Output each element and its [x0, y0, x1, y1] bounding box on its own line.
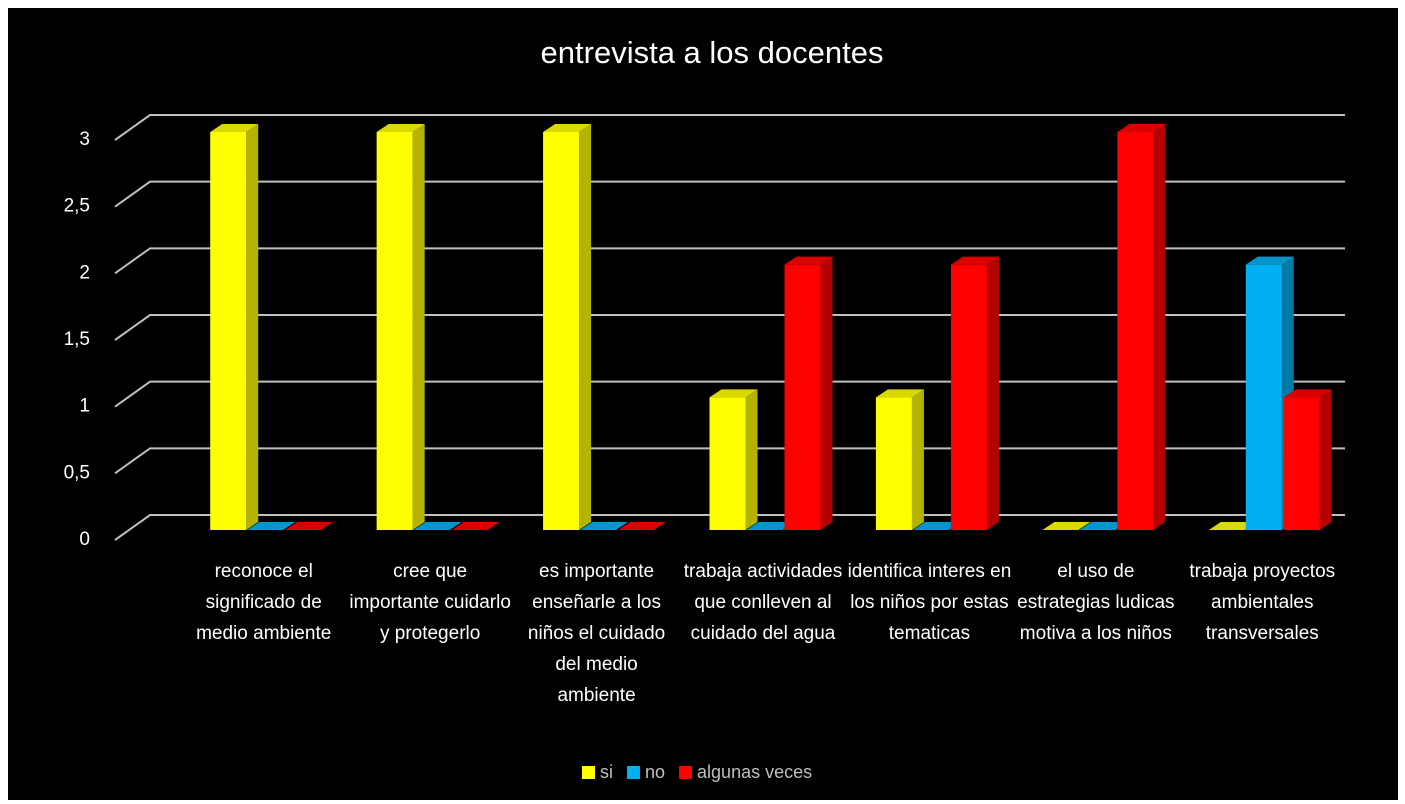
bar-top	[1245, 256, 1294, 265]
grid-line	[114, 447, 1345, 475]
bar-top	[1042, 522, 1091, 530]
bar-top	[618, 522, 667, 530]
grid-line	[114, 247, 1345, 275]
bar-side	[911, 389, 924, 530]
bar	[210, 132, 247, 530]
y-tick-label: 2,5	[64, 196, 90, 217]
bar-top	[1079, 522, 1128, 530]
x-tick-label: identifica interes en los niños por esta…	[847, 561, 1012, 644]
bar	[950, 264, 987, 530]
legend-swatch	[582, 766, 595, 779]
bar-top	[912, 522, 961, 530]
grid-line	[114, 180, 1345, 208]
bar-top	[413, 522, 462, 530]
x-tick-label: trabaja proyectos ambientales transversa…	[1189, 561, 1336, 644]
x-tick-label: el uso de estrategias ludicas motiva a l…	[1017, 561, 1175, 644]
bar	[709, 397, 746, 530]
bar-top	[376, 124, 425, 132]
bar-top	[210, 124, 259, 132]
legend-swatch	[679, 766, 693, 779]
y-tick-label: 0	[79, 529, 90, 550]
legend-label: no	[645, 762, 665, 782]
grid-line	[114, 380, 1345, 408]
bar-top	[451, 522, 500, 530]
bar	[1245, 264, 1282, 530]
grid-line	[114, 514, 1345, 541]
bar-top	[1117, 124, 1166, 132]
bar-top	[1283, 389, 1332, 398]
bar	[376, 132, 413, 530]
bar-side	[1153, 124, 1166, 530]
bar-top	[950, 256, 999, 265]
x-tick-label: es importante enseñarle a los niños el c…	[527, 561, 666, 706]
bar-top	[875, 389, 924, 398]
bar-side	[820, 256, 833, 530]
bar-top	[784, 256, 833, 265]
chart-title: entrevista a los docentes	[541, 35, 884, 70]
bar-top	[543, 124, 592, 132]
y-tick-label: 2	[79, 262, 90, 283]
bar-side	[745, 389, 758, 530]
y-tick-label: 1,5	[64, 329, 90, 350]
x-tick-label: cree que importante cuidarlo y protegerl…	[349, 561, 511, 644]
legend-label: algunas veces	[697, 762, 812, 782]
legend-label: si	[600, 762, 613, 782]
bar	[784, 264, 821, 530]
x-tick-label: reconoce el significado de medio ambient…	[196, 561, 332, 644]
x-tick-label: trabaja actividades que conlleven al cui…	[683, 561, 843, 644]
bar-top	[285, 522, 334, 530]
bar-side	[246, 124, 259, 530]
y-tick-label: 0,5	[64, 462, 90, 483]
bar-side	[579, 124, 592, 530]
bar	[543, 132, 580, 530]
bar-side	[412, 124, 425, 530]
bar	[875, 397, 912, 530]
bar-top	[1208, 522, 1257, 530]
bar	[1283, 397, 1320, 530]
y-tick-label: 3	[79, 129, 90, 150]
bar-top	[580, 522, 629, 530]
bar-top	[247, 522, 296, 530]
bar-side	[1319, 389, 1332, 530]
y-tick-label: 1	[79, 396, 90, 417]
bar	[1117, 132, 1154, 530]
bar-top	[709, 389, 758, 398]
bar-side	[986, 256, 999, 530]
legend-swatch	[627, 766, 640, 779]
bar-top	[746, 522, 795, 530]
grid-line	[114, 314, 1345, 341]
grid-line	[114, 114, 1345, 141]
